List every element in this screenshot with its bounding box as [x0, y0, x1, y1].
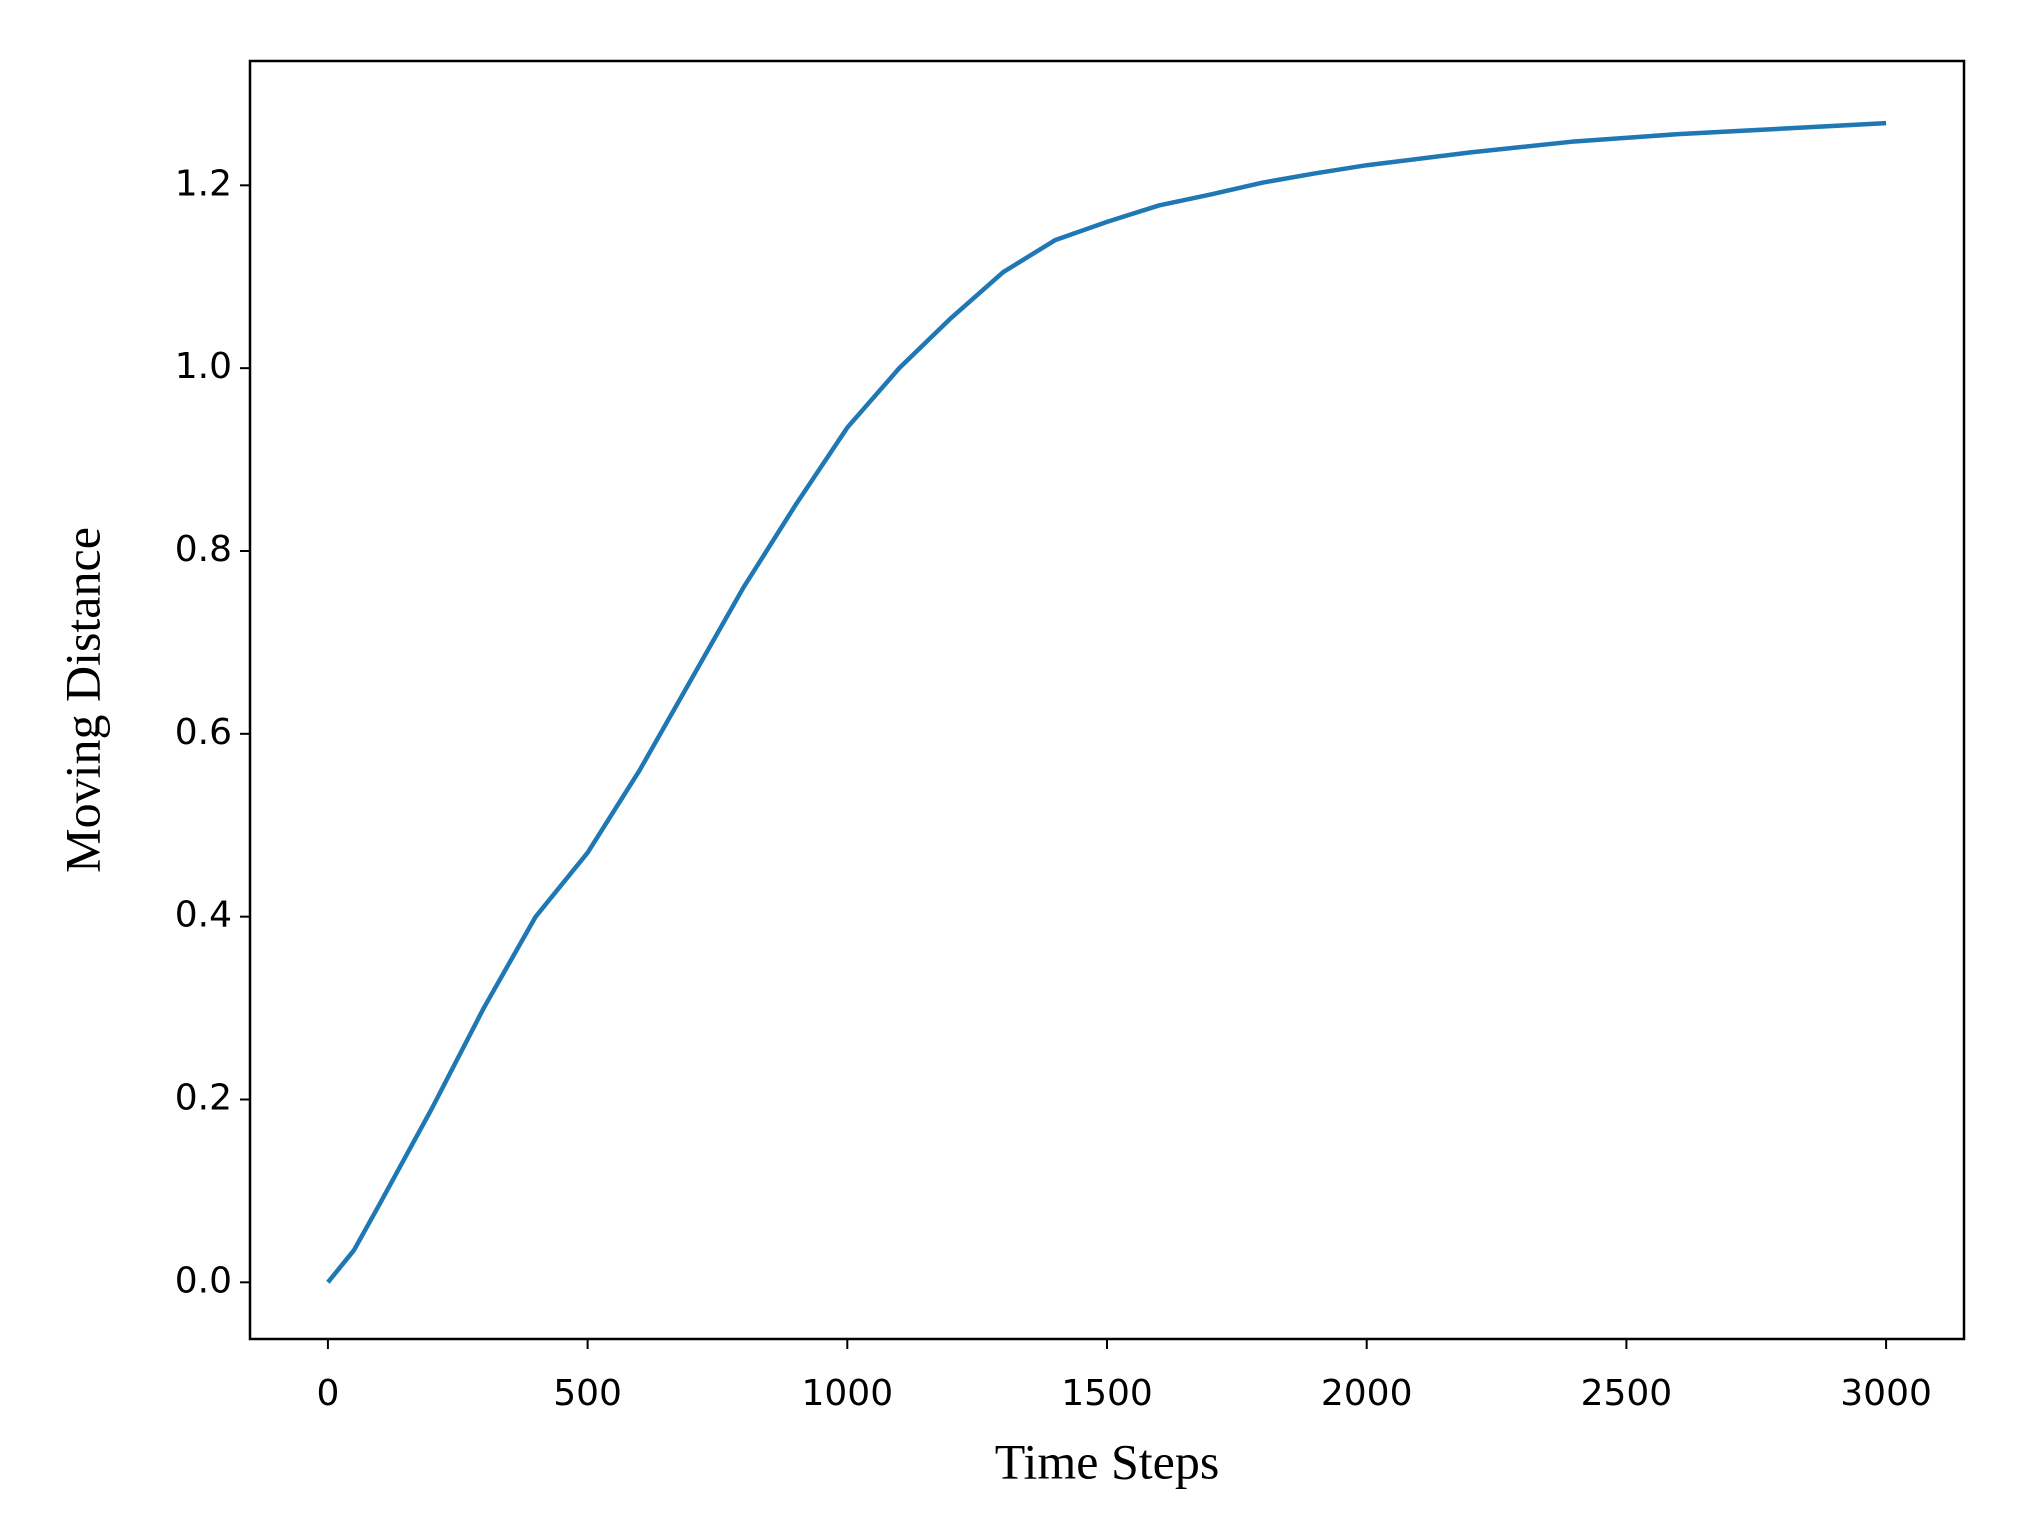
y-tick-label: 0.2 — [175, 1077, 232, 1118]
x-tick-label: 0 — [316, 1373, 339, 1414]
x-tick-label: 2000 — [1321, 1373, 1413, 1414]
x-tick-label: 3000 — [1840, 1373, 1932, 1414]
y-tick-label: 1.0 — [175, 346, 232, 387]
x-tick-label: 1500 — [1061, 1373, 1153, 1414]
y-tick-label: 1.2 — [175, 163, 232, 204]
y-axis-label: Moving Distance — [54, 527, 110, 873]
x-axis-label: Time Steps — [995, 1433, 1220, 1489]
x-tick-label: 500 — [553, 1373, 622, 1414]
y-tick-label: 0.0 — [175, 1260, 232, 1301]
plot-frame — [248, 59, 1966, 1341]
y-tick-label: 0.8 — [175, 529, 232, 570]
y-tick-label: 0.6 — [175, 712, 232, 753]
y-tick-label: 0.4 — [175, 895, 232, 936]
x-tick-label: 2500 — [1581, 1373, 1673, 1414]
line-series — [326, 120, 1887, 1284]
x-tick-label: 1000 — [801, 1373, 893, 1414]
